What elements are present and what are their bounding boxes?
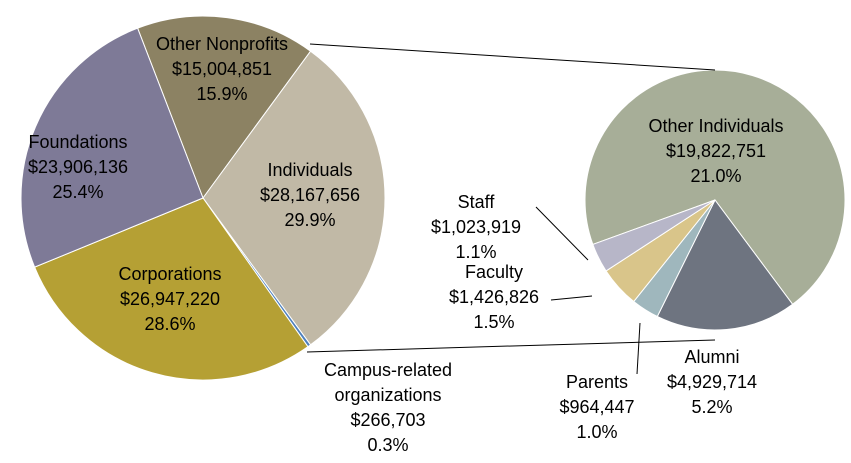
category-label: Other Nonprofits [155,34,289,54]
data-label: Foundations $23,906,136 25.4% [28,130,128,205]
value-label: $26,947,220 [119,289,221,309]
data-label: Corporations $26,947,220 28.6% [118,262,221,337]
category-label: Campus-related organizations [323,360,453,405]
leader-line [550,295,593,301]
percent-label: 5.2% [691,397,733,417]
data-label: Individuals $28,167,656 29.9% [260,158,360,233]
category-label: Staff [457,192,495,212]
percent-label: 1.1% [455,242,497,262]
value-label: $964,447 [559,397,635,417]
data-label: Campus-related organizations $266,703 0.3% [303,358,473,458]
value-label: $15,004,851 [171,59,273,79]
category-label: Foundations [28,132,128,152]
value-label: $28,167,656 [259,185,361,205]
percent-label: 28.6% [144,314,196,334]
pie-slice [656,199,794,331]
pie-slice [33,197,309,381]
percent-label: 1.5% [473,312,515,332]
percent-label: 15.9% [196,84,248,104]
category-label: Parents [565,372,629,392]
connector-line [309,43,716,71]
percent-label: 0.3% [367,435,409,455]
pie-slice [592,199,716,272]
data-label: Staff $1,023,919 1.1% [431,190,521,265]
data-label: Parents $964,447 1.0% [559,370,634,445]
pie-slice [136,15,312,200]
connector-line [306,339,716,353]
pie-slice [20,27,204,268]
category-label: Individuals [267,160,353,180]
data-label: Other Individuals $19,822,751 21.0% [648,114,783,189]
value-label: $1,023,919 [430,217,522,237]
category-label: Faculty [464,262,524,282]
value-label: $266,703 [350,410,426,430]
data-label: Other Nonprofits $15,004,851 15.9% [156,32,288,107]
data-label: Faculty $1,426,826 1.5% [449,260,539,335]
value-label: $23,906,136 [27,157,129,177]
pie-slice [202,50,386,346]
percent-label: 1.0% [576,422,618,442]
category-label: Alumni [684,347,740,367]
value-label: $4,929,714 [666,372,758,392]
leader-line [636,322,641,375]
pie-slice [584,69,846,305]
percent-label: 25.4% [52,182,104,202]
leader-line [535,206,589,261]
percent-label: 21.0% [690,166,742,186]
category-label: Other Individuals [648,116,784,136]
value-label: $1,426,826 [448,287,540,307]
value-label: $19,822,751 [665,141,767,161]
data-label: Alumni $4,929,714 5.2% [667,345,757,420]
category-label: Corporations [118,264,222,284]
percent-label: 29.9% [284,210,336,230]
